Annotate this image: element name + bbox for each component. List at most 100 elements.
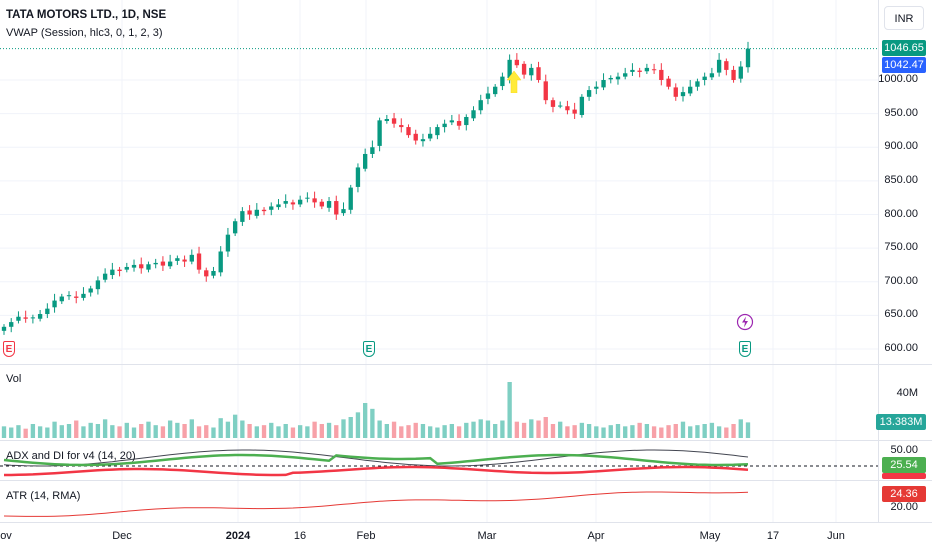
candle <box>738 66 743 79</box>
candle <box>644 67 650 72</box>
volume-bar <box>637 422 642 438</box>
volume-bar <box>550 424 556 438</box>
volume-bar <box>45 427 50 438</box>
volume-bar <box>377 420 382 438</box>
volume-bar <box>521 422 527 438</box>
pane-divider[interactable] <box>0 480 932 481</box>
volume-bar <box>139 424 144 438</box>
price-axis-label: 700.00 <box>884 274 918 287</box>
candle <box>305 197 310 199</box>
candle <box>131 264 137 268</box>
volume-bar <box>558 421 563 438</box>
candle <box>507 59 512 78</box>
lightning-icon[interactable] <box>736 313 754 331</box>
candle <box>297 199 303 205</box>
volume-bar <box>175 422 180 438</box>
adx-pane-label[interactable]: ADX and DI for v4 (14, 20) <box>6 450 136 462</box>
volume-bar <box>413 422 418 438</box>
volume-bar <box>586 424 592 438</box>
earnings-badge[interactable]: E <box>3 341 15 357</box>
volume-bar <box>673 424 678 438</box>
volume-bar <box>131 427 137 438</box>
volume-bar <box>543 417 548 438</box>
volume-bar <box>428 426 433 438</box>
volume-bar <box>247 424 252 438</box>
candle <box>536 67 541 80</box>
volume-bar <box>30 424 36 438</box>
candle <box>23 317 28 319</box>
candle <box>74 296 79 298</box>
candle <box>341 209 346 214</box>
candle <box>586 90 592 97</box>
candle <box>247 210 252 215</box>
candle <box>211 270 216 276</box>
volume-pane-label[interactable]: Vol <box>6 373 22 385</box>
volume-bar <box>232 414 238 438</box>
candle <box>529 67 534 76</box>
candle <box>175 258 180 261</box>
time-axis-label: Mar <box>477 530 497 542</box>
candle <box>709 73 715 78</box>
candle <box>500 76 505 87</box>
price-axis-label: 800.00 <box>884 207 918 220</box>
candle <box>52 300 57 308</box>
candle <box>160 261 166 266</box>
candle <box>680 92 686 97</box>
price-axis-label: 950.00 <box>884 106 918 119</box>
candle <box>117 269 122 271</box>
volume-bar <box>485 420 491 438</box>
candle <box>254 209 259 216</box>
volume-bar <box>695 425 700 438</box>
candle <box>348 187 353 210</box>
time-axis-divider <box>0 522 932 523</box>
volume-bar <box>738 419 743 438</box>
candle <box>456 121 462 126</box>
price-axis-label: 650.00 <box>884 308 918 321</box>
volume-bar <box>623 426 628 438</box>
volume-bar <box>420 424 426 438</box>
candle <box>688 86 693 94</box>
candle <box>232 221 238 234</box>
atr-axis-label: 20.00 <box>890 501 918 513</box>
candle <box>153 262 158 265</box>
adx-line <box>3 449 749 467</box>
volume-bar <box>1 426 7 438</box>
pane-divider[interactable] <box>0 440 932 441</box>
volume-bar <box>182 424 187 438</box>
candle <box>261 209 267 212</box>
volume-bar <box>319 424 324 438</box>
candle <box>384 119 390 122</box>
volume-bar <box>66 424 72 438</box>
currency-button[interactable]: INR <box>884 6 924 30</box>
symbol-title[interactable]: TATA MOTORS LTD., 1D, NSE <box>6 9 167 21</box>
price-axis-label: 850.00 <box>884 173 918 186</box>
candle <box>146 264 151 270</box>
volume-bar <box>435 427 440 438</box>
volume-bar <box>709 422 715 438</box>
adx-value-tag: 25.54 <box>882 457 926 473</box>
volume-bar <box>9 427 14 438</box>
volume-bar <box>644 424 650 438</box>
volume-bar <box>348 417 353 438</box>
volume-bar <box>124 422 129 438</box>
earnings-badge[interactable]: E <box>739 341 751 357</box>
candle <box>478 100 483 111</box>
candle <box>9 322 14 327</box>
atr-pane-label[interactable]: ATR (14, RMA) <box>6 490 81 502</box>
candle <box>66 295 72 297</box>
candle <box>204 270 209 277</box>
candle <box>572 109 577 114</box>
earnings-badge[interactable]: E <box>363 341 375 357</box>
time-axis-label: Apr <box>587 530 605 542</box>
candle <box>579 96 585 115</box>
volume-bar <box>196 426 202 438</box>
candle <box>673 87 678 97</box>
vwap-indicator-label[interactable]: VWAP (Session, hlc3, 0, 1, 2, 3) <box>6 27 163 39</box>
pane-divider[interactable] <box>0 364 932 365</box>
candle <box>182 259 187 262</box>
time-axis-label: May <box>699 530 721 542</box>
volume-value-tag: 13.383M <box>876 414 926 430</box>
volume-bar <box>615 424 621 438</box>
volume-bar <box>74 420 79 438</box>
